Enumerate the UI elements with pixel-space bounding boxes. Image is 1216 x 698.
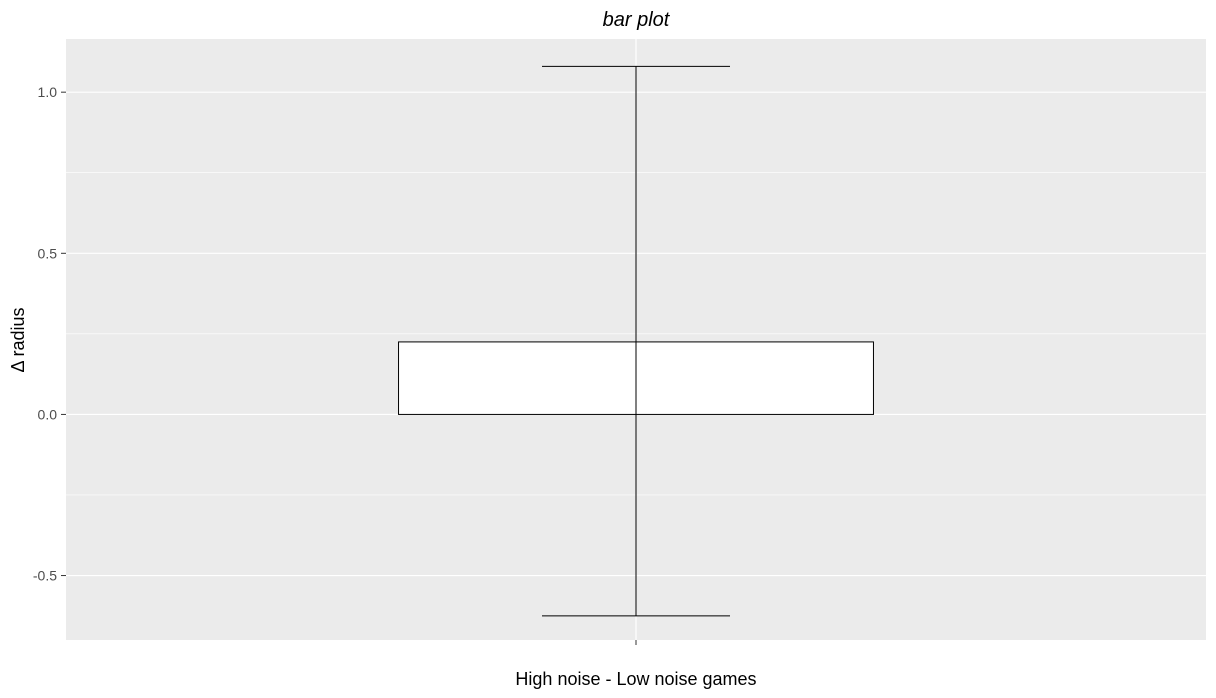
- y-tick-label: 1.0: [38, 84, 58, 100]
- y-axis-label: Δ radius: [8, 307, 28, 372]
- y-tick-label: -0.5: [33, 568, 57, 584]
- axes: -0.5 0.0 0.5 1.0: [33, 84, 637, 645]
- x-axis-label: High noise - Low noise games: [515, 669, 756, 689]
- data-marks: [398, 65, 874, 617]
- y-tick-label: 0.0: [38, 406, 58, 422]
- y-tick-label: 0.5: [38, 245, 58, 261]
- chart-title: bar plot: [603, 9, 671, 31]
